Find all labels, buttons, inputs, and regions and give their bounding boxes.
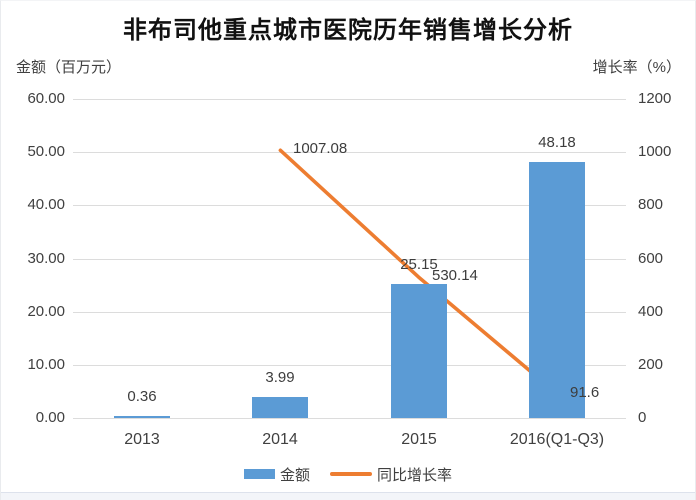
bar-value-label: 48.18 <box>538 134 576 151</box>
legend: 金额 同比增长率 <box>1 463 695 485</box>
gridline <box>73 312 626 313</box>
y2-axis-tick-label: 1200 <box>638 90 672 107</box>
legend-bar-swatch-icon <box>243 469 275 479</box>
y2-axis-tick-label: 600 <box>638 250 664 267</box>
y-axis-tick-label: 40.00 <box>27 196 65 213</box>
bar <box>529 162 585 418</box>
y2-axis-tick-label: 1000 <box>638 143 672 160</box>
y-axis-tick-label: 20.00 <box>27 303 65 320</box>
gridline <box>73 205 626 206</box>
bar <box>114 416 170 418</box>
gridline <box>73 152 626 153</box>
x-axis-label: 2013 <box>124 431 160 448</box>
growth-line <box>278 148 559 396</box>
right-axis-title: 增长率（%） <box>592 59 681 76</box>
gridline <box>73 99 626 100</box>
bar <box>391 284 447 418</box>
x-axis-label: 2016(Q1-Q3) <box>509 431 605 448</box>
y2-axis-tick-label: 800 <box>638 196 664 213</box>
gridline <box>73 418 626 419</box>
line-point-label: 91.6 <box>570 384 600 401</box>
x-axis-label: 2014 <box>262 431 298 448</box>
legend-line-swatch-icon <box>330 472 372 476</box>
bar-value-label: 0.36 <box>127 388 157 405</box>
line-point-label: 1007.08 <box>293 140 348 157</box>
plot-area: 0.36 3.99 25.15 48.18 1007.08 530.14 91.6 <box>73 99 626 419</box>
bar-value-label: 3.99 <box>265 369 295 386</box>
y-axis-tick-label: 0.00 <box>35 409 65 426</box>
y2-axis-tick-label: 0 <box>638 409 647 426</box>
y-axis-tick-label: 30.00 <box>27 250 65 267</box>
legend-label-amount: 金额 <box>279 466 310 484</box>
y-axis-tick-label: 10.00 <box>27 356 65 373</box>
y2-axis-tick-label: 400 <box>638 303 664 320</box>
bar <box>252 397 308 418</box>
y2-axis-tick-label: 200 <box>638 356 664 373</box>
gridline <box>73 365 626 366</box>
y-axis-tick-label: 50.00 <box>27 143 65 160</box>
bar-value-label: 25.15 <box>400 256 438 273</box>
x-axis-label: 2015 <box>401 431 437 448</box>
left-axis-title: 金额（百万元） <box>16 59 122 76</box>
legend-item-amount: 金额 <box>243 464 310 485</box>
gridline <box>73 259 626 260</box>
y-axis-tick-label: 60.00 <box>27 90 65 107</box>
bottom-divider <box>1 492 695 500</box>
legend-item-growth: 同比增长率 <box>330 464 452 485</box>
chart-title: 非布司他重点城市医院历年销售增长分析 <box>123 17 573 44</box>
line-point-label: 530.14 <box>432 267 478 284</box>
legend-label-growth: 同比增长率 <box>377 466 453 484</box>
